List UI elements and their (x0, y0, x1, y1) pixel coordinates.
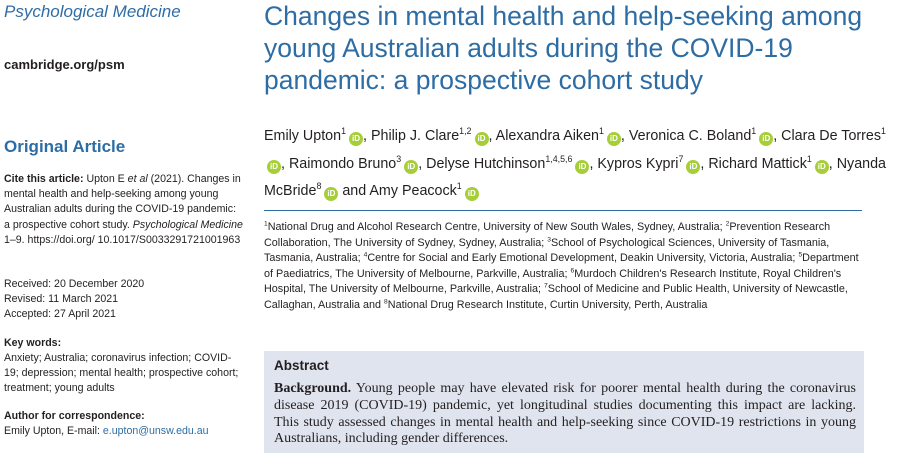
author-separator: , (700, 155, 709, 172)
author-name: Richard Mattick (708, 155, 807, 172)
author-separator: , (281, 155, 289, 172)
author-name: Nyanda McBride (264, 155, 887, 200)
orcid-icon[interactable]: iD (404, 159, 419, 174)
revised-date: Revised: 11 March 2021 (4, 293, 119, 306)
author-affiliation-sup: 1 (456, 181, 462, 192)
citation-etal: et al (127, 173, 148, 185)
author-name: Delyse Hutchinson (426, 155, 546, 172)
received-date: Received: 20 December 2020 (4, 278, 145, 290)
orcid-icon[interactable]: iD (575, 159, 590, 174)
correspondence-heading: Author for correspondence: (4, 410, 145, 422)
orcid-icon[interactable]: iD (349, 132, 364, 146)
background-text: Young people may have elevated risk for … (274, 381, 856, 447)
author-name: Alexandra Aiken (495, 128, 599, 144)
citation-label: Cite this article: (4, 173, 84, 185)
keywords-text: Anxiety; Australia; coronavirus infectio… (4, 352, 239, 395)
affiliation-sup: 5 (798, 251, 803, 259)
citation-title: (2021). Changes in mental health and hel… (4, 173, 241, 231)
accepted-date: Accepted: 27 April 2021 (4, 308, 116, 321)
author-affiliation-sup: 1,4,5,6 (545, 153, 573, 164)
journal-name: Psychological Medicine (4, 2, 181, 21)
author-name: Clara De Torres (781, 128, 882, 144)
affiliation-sup: 7 (544, 282, 548, 290)
author-affiliation-sup: 1 (598, 126, 604, 137)
author-separator: and (338, 183, 370, 199)
orcid-icon[interactable]: iD (267, 159, 281, 174)
author-name: Philip J. Clare (370, 128, 460, 144)
author-name: Amy Peacock (369, 183, 457, 199)
orcid-icon[interactable]: iD (324, 187, 339, 201)
affiliation-sup: 2 (725, 220, 730, 228)
author-affiliation-sup: 8 (316, 181, 322, 192)
author-name: Veronica C. Boland (628, 128, 752, 144)
correspondence-name: Emily Upton, E-mail: (4, 425, 103, 437)
article-dates: Received: 20 December 2020 Revised: 11 M… (4, 277, 144, 323)
correspondence-email[interactable]: e.upton@unsw.edu.au (102, 425, 209, 437)
author-name: Kypros Kypri (597, 155, 679, 172)
affiliation-text: Murdoch Children's Research Institute, R… (264, 267, 842, 296)
citation: Cite this article: Upton E et al (2021).… (4, 172, 244, 248)
keywords-heading: Key words: (4, 337, 62, 349)
affiliation-sup: 8 (384, 297, 388, 305)
affiliation-sup: 6 (570, 266, 575, 274)
affiliation-text: School of Medicine and Public Health, Un… (264, 283, 848, 311)
article-type: Original Article (4, 137, 126, 156)
affiliation-text: Centre for Social and Early Emotional De… (367, 252, 799, 264)
abstract-body: Background. Young people may have elevat… (274, 381, 856, 448)
orcid-icon[interactable]: iD (464, 187, 479, 201)
author-separator: , (488, 128, 496, 144)
author-affiliation-sup: 1,2 (459, 126, 472, 137)
divider (264, 210, 862, 211)
author-affiliation-sup: 1 (751, 126, 757, 137)
affiliation-text: Department of Paediatrics, The Universit… (264, 252, 859, 280)
affiliation-text: School of Psychological Sciences, Univer… (264, 236, 830, 265)
author-affiliation-sup: 1 (341, 126, 347, 137)
orcid-icon[interactable]: iD (814, 159, 829, 174)
abstract-box: Abstract Background. Young people may ha… (264, 351, 864, 453)
author-name: Emily Upton (264, 128, 342, 144)
background-label: Background. (274, 381, 352, 396)
author-separator: , (773, 128, 782, 144)
affiliation-text: National Drug and Alcohol Research Centr… (267, 221, 726, 233)
author-affiliation-sup: 3 (396, 153, 402, 164)
affiliation-sup: 3 (547, 235, 551, 243)
orcid-icon[interactable]: iD (759, 132, 774, 146)
citation-authors: Upton E (86, 173, 128, 185)
author-list: Emily Upton1iD, Philip J. Clare1,2iD, Al… (264, 123, 894, 206)
author-affiliation-sup: 1 (881, 126, 886, 137)
abstract-heading: Abstract (274, 358, 329, 373)
affiliation-sup: 1 (264, 220, 268, 228)
affiliation-sup: 4 (363, 251, 368, 259)
author-separator: , (620, 128, 629, 144)
orcid-icon[interactable]: iD (606, 132, 621, 146)
author-affiliation-sup: 1 (806, 153, 812, 164)
affiliations: 1National Drug and Alcohol Research Cent… (264, 220, 864, 313)
affiliation-text: National Drug Research Institute, Curtin… (387, 298, 708, 311)
correspondence: Emily Upton, E-mail: e.upton@unsw.edu.au (4, 425, 209, 437)
journal-site[interactable]: cambridge.org/psm (4, 57, 125, 72)
orcid-icon[interactable]: iD (686, 159, 701, 174)
citation-doi[interactable]: 1–9. https://doi.org/ 10.1017/S003329172… (4, 233, 241, 246)
author-affiliation-sup: 7 (678, 153, 684, 164)
affiliation-text: Prevention Research Collaboration, The U… (264, 221, 831, 249)
orcid-icon[interactable]: iD (474, 132, 489, 146)
article-title: Changes in mental health and help-seekin… (264, 1, 863, 95)
author-separator: , (418, 155, 427, 172)
citation-journal: Psychological Medicine (132, 218, 243, 231)
author-name: Raimondo Bruno (288, 155, 397, 172)
author-separator: , (828, 155, 837, 172)
author-separator: , (589, 155, 598, 172)
author-separator: , (363, 128, 371, 144)
